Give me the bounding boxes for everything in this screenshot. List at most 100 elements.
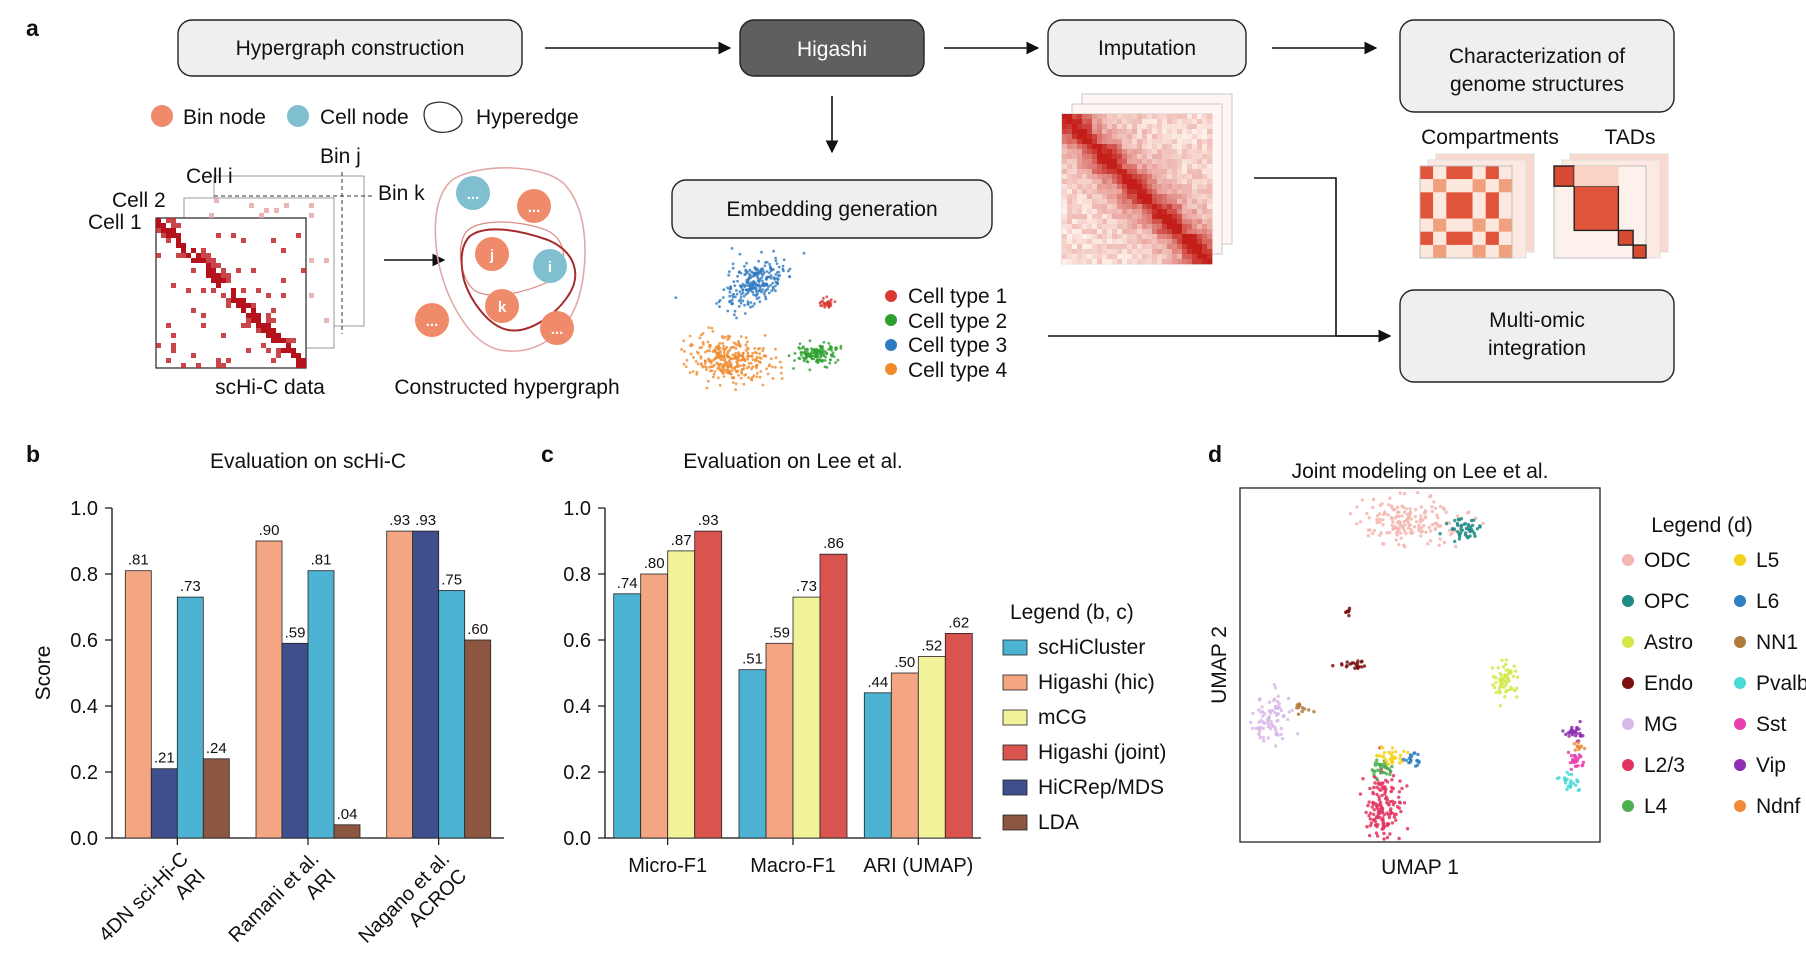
umap-point [1269,719,1273,724]
umap-point [1355,505,1359,509]
embedding-point [756,284,760,287]
umap-point [1501,665,1506,669]
matrix-pixel [216,278,221,283]
label-bin-j: Bin j [320,145,361,168]
heatmap-cell [1157,134,1163,140]
embedding-point [764,261,767,264]
heatmap-cell [1147,229,1153,235]
umap-point [1267,700,1272,704]
heatmap-cell [1062,199,1068,205]
bar-data-label: .75 [441,572,462,589]
embedding-point [746,302,750,305]
heatmap-cell [1127,119,1133,125]
embedding-point [741,288,745,291]
heatmap-cell [1207,214,1213,220]
bar-data-label: .86 [823,535,844,552]
heatmap-cell [1147,184,1153,190]
heatmap-cell [1192,249,1198,255]
cell-type-1-label: Cell type 1 [908,285,1007,308]
umap-point [1366,803,1370,808]
heatmap-cell [1132,229,1138,235]
embedding-point [703,362,707,365]
heatmap-cell [1072,149,1078,155]
embedding-point [771,377,775,380]
heatmap-cell [1187,119,1193,125]
heatmap-cell [1122,134,1128,140]
heatmap-cell [1097,224,1103,230]
heatmap-cell [1167,234,1173,240]
cell-node-i [533,249,567,283]
umap-point [1272,683,1277,687]
embedding-point [722,370,726,374]
embedding-point [749,285,752,288]
heatmap-cell [1132,199,1138,205]
matrix-pixel [156,223,161,228]
heatmap-cell [1142,154,1148,160]
umap-point [1362,664,1367,668]
bar-data-label: .59 [769,624,790,641]
heatmap-cell [1177,214,1183,220]
heatmap-cell [1157,199,1163,205]
embedding-point [765,275,769,279]
heatmap-cell [1087,214,1093,220]
matrix-pixel [221,268,226,273]
heatmap-cell [1132,134,1138,140]
umap-point [1260,705,1264,709]
heatmap-cell [1157,114,1163,120]
bin-node-k [485,289,519,323]
embedding-point [739,296,743,299]
heatmap-cell [1177,119,1183,125]
embedding-point [721,347,725,351]
heatmap-cell [1067,259,1073,265]
heatmap-cell [1087,189,1093,195]
umap-point [1417,523,1421,528]
umap-point [1381,787,1385,791]
heatmap-cell [1182,199,1188,205]
heatmap-cell [1102,234,1108,240]
umap-point [1573,754,1577,758]
matrix-pixel [166,358,171,363]
heatmap-cell [1072,199,1078,205]
umap-point [1345,660,1349,664]
umap-point [1397,510,1401,514]
heatmap-cell [1122,194,1128,200]
matrix-pixel [266,333,271,338]
embedding-point [780,366,783,369]
heatmap-cell [1117,189,1123,195]
bar [613,593,642,839]
embedding-point [734,347,738,350]
heatmap-cell [1182,159,1188,165]
heatmap-cell [1082,194,1088,200]
chart-title: Evaluation on Lee et al. [683,450,903,473]
legend-d-dot [1622,636,1634,648]
heatmap-cell [1162,159,1168,165]
heatmap-cell [1082,204,1088,210]
heatmap-cell [1082,164,1088,170]
umap-point [1378,533,1382,537]
umap-point [1402,543,1406,547]
heatmap-cell [1147,114,1153,120]
heatmap-cell [1187,149,1193,155]
heatmap-cell [1082,214,1088,220]
embedding-point [808,355,811,358]
heatmap-cell [1147,164,1153,170]
umap-point [1372,772,1376,777]
panel-c-label: c [541,441,554,467]
heatmap-cell [1172,244,1178,250]
heatmap-cell [1087,174,1093,180]
embedding-point [738,290,742,293]
matrix-pixel [251,308,256,313]
heatmap-cell [1107,239,1113,245]
umap-point [1390,504,1394,508]
heatmap-cell [1127,254,1133,260]
heatmap-cell [1167,149,1173,155]
embedding-point [683,350,686,353]
embedding-point [743,357,746,361]
umap-point [1404,758,1409,763]
heatmap-cell [1122,239,1128,245]
embedding-point [754,289,758,293]
embedding-point [818,349,822,353]
heatmap-cell [1172,239,1178,245]
legend-d-entry: Vip [1756,754,1786,777]
umap-point [1370,531,1375,536]
